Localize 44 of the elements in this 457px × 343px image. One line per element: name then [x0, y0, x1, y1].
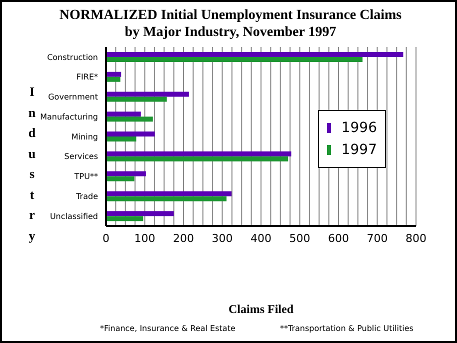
- y-tick-label: Services: [64, 152, 98, 162]
- legend-label: 1997: [341, 142, 377, 158]
- y-tick-label: Mining: [71, 132, 98, 142]
- legend-label: 1996: [341, 120, 377, 136]
- bar: [106, 112, 141, 117]
- chart-title: NORMALIZED Initial Unemployment Insurance Claims: [58, 7, 403, 24]
- y-tick-label: Manufacturing: [40, 112, 98, 122]
- bar: [106, 216, 144, 222]
- bar: [106, 136, 136, 142]
- x-axis-title: Claims Filed: [228, 302, 294, 317]
- bar: [106, 132, 155, 137]
- bar: [106, 171, 146, 176]
- bar: [106, 211, 174, 216]
- x-tick-label: 100: [134, 232, 156, 245]
- x-tick-label: 800: [406, 232, 426, 245]
- bar: [106, 72, 122, 77]
- text: *Finance, Insurance & Real Estate: [100, 324, 236, 333]
- y-axis-title: Industry: [27, 83, 37, 245]
- bar: [106, 52, 404, 57]
- bar: [106, 151, 292, 156]
- bar: [106, 96, 167, 102]
- x-tick-label: 400: [250, 232, 272, 245]
- bar: [106, 92, 189, 97]
- x-tick-label: 200: [173, 232, 194, 245]
- bar: [106, 176, 134, 182]
- y-tick-label: Government: [48, 92, 98, 102]
- y-tick-label: Unclassified: [50, 212, 98, 221]
- chart-subtitle: by Major Industry, November 1997: [124, 24, 338, 41]
- y-tick-label: Construction: [47, 52, 98, 62]
- y-tick-label: TPU**: [73, 172, 98, 182]
- bar: [106, 76, 120, 82]
- x-tick-label: 300: [212, 232, 233, 245]
- y-tick-label: Trade: [75, 192, 98, 202]
- x-tick-label: 700: [366, 232, 388, 245]
- x-tick-label: 500: [289, 232, 310, 245]
- x-tick-label: 600: [328, 232, 349, 245]
- bar: [106, 196, 227, 202]
- y-tick-label: FIRE*: [76, 72, 98, 82]
- bar: [106, 56, 363, 62]
- bar: [106, 116, 153, 122]
- x-tick-label: 0: [102, 232, 110, 245]
- bar: [106, 156, 288, 162]
- text: **Transportation & Public Utilities: [280, 324, 414, 333]
- bar: [106, 191, 232, 196]
